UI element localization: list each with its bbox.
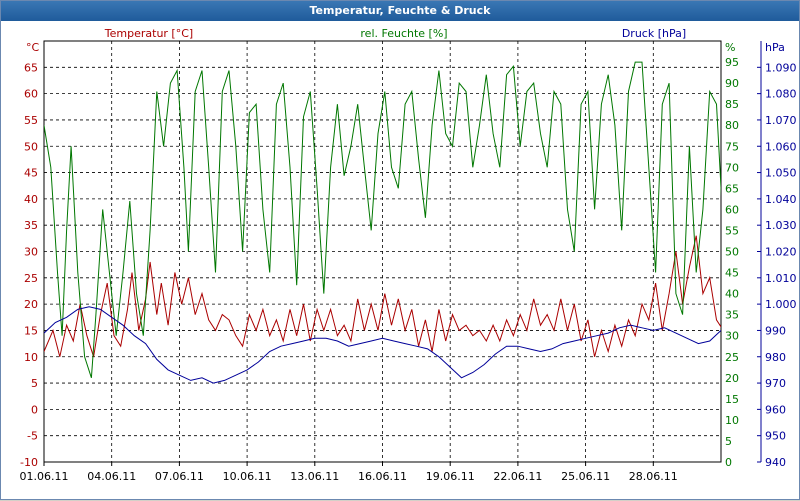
x-tick-label: 01.06.11: [20, 470, 69, 483]
humidity-axis-label: rel. Feuchte [%]: [360, 27, 447, 40]
pressure-axis-label: Druck [hPa]: [622, 27, 686, 40]
pressure-unit: hPa: [765, 41, 785, 54]
x-tick-label: 16.06.11: [358, 470, 407, 483]
pressure-tick-label: 1.070: [765, 114, 797, 127]
temperature-tick-label: 35: [24, 219, 38, 232]
x-tick-label: 10.06.11: [223, 470, 272, 483]
series-line-pressure: [44, 306, 721, 384]
pressure-tick-label: 940: [765, 456, 786, 469]
x-tick-label: 25.06.11: [561, 470, 610, 483]
pressure-tick-label: 950: [765, 430, 786, 443]
pressure-tick-label: 1.020: [765, 246, 797, 259]
humidity-tick-label: 15: [725, 393, 739, 406]
x-tick-label: 07.06.11: [155, 470, 204, 483]
humidity-tick-label: 5: [725, 435, 732, 448]
temperature-tick-label: -5: [27, 430, 38, 443]
temperature-tick-label: 45: [24, 167, 38, 180]
humidity-tick-label: 35: [725, 309, 739, 322]
temperature-tick-label: 0: [31, 403, 38, 416]
humidity-tick-label: 25: [725, 351, 739, 364]
temperature-tick-label: 20: [24, 298, 38, 311]
pressure-tick-label: 1.000: [765, 298, 797, 311]
humidity-tick-label: 45: [725, 267, 739, 280]
humidity-unit: %: [725, 41, 735, 54]
temperature-tick-label: -10: [20, 456, 38, 469]
humidity-tick-label: 90: [725, 77, 739, 90]
pressure-tick-label: 1.010: [765, 272, 797, 285]
temperature-tick-label: 55: [24, 114, 38, 127]
pressure-tick-label: 1.080: [765, 88, 797, 101]
humidity-tick-label: 0: [725, 456, 732, 469]
temperature-tick-label: 50: [24, 140, 38, 153]
x-tick-label: 22.06.11: [493, 470, 542, 483]
temperature-tick-label: 30: [24, 246, 38, 259]
humidity-tick-label: 60: [725, 203, 739, 216]
temperature-tick-label: 60: [24, 88, 38, 101]
temperature-unit: °C: [26, 41, 40, 54]
temperature-axis-label: Temperatur [°C]: [104, 27, 193, 40]
pressure-tick-label: 1.030: [765, 219, 797, 232]
temperature-tick-label: 25: [24, 272, 38, 285]
pressure-tick-label: 960: [765, 403, 786, 416]
humidity-tick-label: 85: [725, 98, 739, 111]
series-line-temperature: [44, 235, 721, 357]
humidity-tick-label: 50: [725, 246, 739, 259]
x-tick-label: 28.06.11: [629, 470, 678, 483]
humidity-tick-label: 30: [725, 330, 739, 343]
x-tick-label: 04.06.11: [87, 470, 136, 483]
temperature-tick-label: 5: [31, 377, 38, 390]
humidity-tick-label: 65: [725, 182, 739, 195]
humidity-tick-label: 80: [725, 119, 739, 132]
pressure-tick-label: 1.050: [765, 167, 797, 180]
temperature-tick-label: 10: [24, 351, 38, 364]
temperature-tick-label: 15: [24, 324, 38, 337]
humidity-tick-label: 40: [725, 288, 739, 301]
humidity-tick-label: 55: [725, 224, 739, 237]
pressure-tick-label: 970: [765, 377, 786, 390]
series-line-humidity: [44, 61, 721, 378]
pressure-tick-label: 1.040: [765, 193, 797, 206]
pressure-tick-label: 980: [765, 351, 786, 364]
humidity-tick-label: 75: [725, 140, 739, 153]
humidity-tick-label: 20: [725, 372, 739, 385]
humidity-tick-label: 70: [725, 161, 739, 174]
x-tick-label: 13.06.11: [290, 470, 339, 483]
humidity-tick-label: 10: [725, 414, 739, 427]
temperature-tick-label: 65: [24, 61, 38, 74]
window-title: Temperatur, Feuchte & Druck: [1, 1, 799, 21]
temperature-tick-label: 40: [24, 193, 38, 206]
humidity-tick-label: 95: [725, 56, 739, 69]
pressure-tick-label: 1.060: [765, 140, 797, 153]
pressure-tick-label: 990: [765, 324, 786, 337]
pressure-tick-label: 1.090: [765, 61, 797, 74]
x-tick-label: 19.06.11: [426, 470, 475, 483]
